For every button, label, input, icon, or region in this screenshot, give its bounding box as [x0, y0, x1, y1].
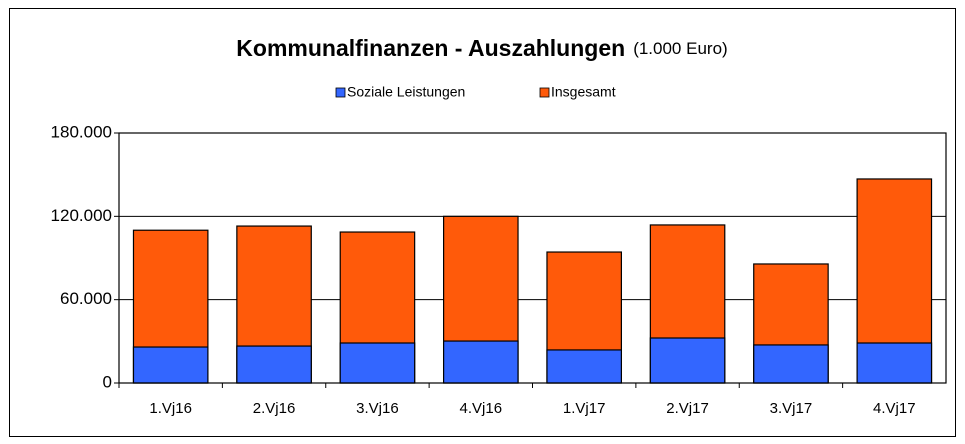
chart-subtitle: (1.000 Euro) — [633, 39, 728, 58]
legend-label: Insgesamt — [551, 84, 616, 100]
x-tick-label: 1.Vj16 — [149, 400, 192, 417]
bar — [132, 346, 209, 384]
bar — [856, 342, 933, 384]
chart-title: Kommunalfinanzen - Auszahlungen — [236, 35, 625, 61]
y-tick-label: 180.000 — [51, 122, 112, 141]
legend-swatch — [539, 87, 550, 98]
chart-heading: Kommunalfinanzen - Auszahlungen (1.000 Eu… — [236, 35, 727, 61]
y-tick-label: 60.000 — [60, 289, 112, 308]
x-tick-label: 2.Vj17 — [666, 400, 709, 417]
bar — [236, 345, 312, 384]
x-tick-label: 3.Vj16 — [356, 400, 399, 417]
bar — [649, 337, 726, 384]
legend-label: Soziale Leistungen — [347, 84, 465, 100]
bar — [546, 349, 623, 384]
plot-border — [118, 132, 947, 384]
x-tick-label: 2.Vj16 — [253, 400, 296, 417]
legend: Soziale Leistungen Insgesamt — [335, 84, 616, 100]
x-tick-label: 3.Vj17 — [770, 400, 813, 417]
x-tick-label: 4.Vj16 — [460, 400, 503, 417]
bar — [753, 344, 829, 384]
bar — [339, 342, 416, 384]
y-tick-label: 0 — [103, 372, 112, 391]
x-tick-label: 1.Vj17 — [563, 400, 606, 417]
bar — [442, 340, 519, 384]
x-tick-label: 4.Vj17 — [873, 400, 916, 417]
y-tick-label: 120.000 — [51, 206, 112, 225]
legend-swatch — [335, 87, 346, 98]
